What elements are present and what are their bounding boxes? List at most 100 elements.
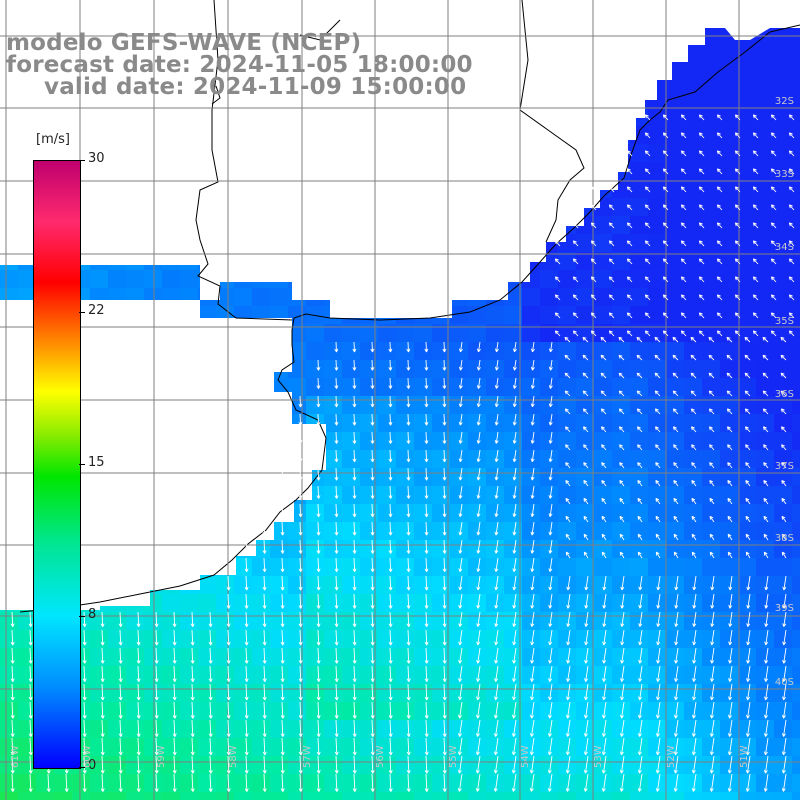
wind-arrow (691, 533, 697, 541)
speed-cell (558, 378, 576, 396)
wind-arrow (788, 204, 795, 211)
wind-arrow (656, 647, 661, 664)
wind-arrow (316, 575, 321, 591)
speed-cell (594, 648, 612, 666)
wind-arrow (788, 114, 795, 121)
wind-arrow (530, 431, 535, 444)
speed-cell (396, 324, 414, 342)
speed-cell (666, 252, 684, 270)
speed-cell (54, 774, 72, 792)
speed-cell (468, 774, 486, 792)
wind-arrow (654, 372, 661, 379)
wind-arrow (512, 647, 517, 664)
wind-arrow (136, 737, 141, 756)
speed-cell (144, 270, 162, 288)
speed-cell (0, 774, 18, 792)
speed-cell (630, 792, 648, 800)
speed-cell (720, 126, 738, 144)
speed-cell (756, 270, 774, 288)
wind-arrow (476, 359, 481, 371)
wind-arrow (10, 701, 15, 719)
wind-arrow (298, 611, 303, 628)
wind-arrow (172, 755, 177, 774)
speed-cell (648, 144, 666, 162)
land-area (0, 0, 715, 318)
wind-arrow (154, 647, 159, 664)
speed-cell (216, 648, 234, 666)
wind-arrow (352, 647, 357, 664)
wind-arrow (298, 521, 303, 536)
speed-cell (324, 720, 342, 738)
speed-cell (414, 702, 432, 720)
wind-arrow (442, 359, 447, 371)
speed-cell (360, 792, 378, 800)
wind-arrow (316, 665, 321, 683)
wind-arrow (476, 575, 481, 591)
speed-cell (234, 774, 252, 792)
wind-arrow (458, 377, 463, 389)
wind-arrow (334, 755, 339, 774)
speed-cell (126, 720, 144, 738)
speed-cell (720, 720, 738, 738)
wind-arrow (734, 132, 741, 139)
wind-arrow (208, 719, 213, 737)
wind-arrow (494, 557, 499, 572)
wind-arrow (424, 449, 429, 463)
speed-cell (630, 666, 648, 684)
wind-arrow (744, 390, 751, 397)
wind-arrow (244, 629, 249, 646)
speed-cell (126, 270, 144, 288)
wind-arrow (530, 557, 535, 572)
wind-arrow (690, 336, 697, 343)
wind-arrow (334, 557, 339, 573)
wind-arrow (547, 719, 553, 737)
speed-cell (792, 720, 800, 738)
speed-cell (252, 774, 270, 792)
wind-arrow (626, 114, 633, 121)
speed-cell (720, 630, 738, 648)
speed-cell (216, 702, 234, 720)
wind-arrow (608, 258, 615, 265)
wind-arrow (262, 701, 267, 719)
wind-arrow (674, 647, 679, 664)
speed-cell (558, 630, 576, 648)
wind-arrow (583, 515, 589, 523)
wind-arrow (190, 773, 195, 792)
speed-cell (468, 360, 486, 378)
speed-cell (774, 288, 792, 306)
speed-cell (702, 432, 720, 450)
speed-cell (288, 774, 306, 792)
speed-cell (306, 558, 324, 576)
speed-cell (702, 108, 720, 126)
wind-arrow (262, 575, 267, 591)
speed-cell (612, 594, 630, 612)
speed-cell (648, 486, 666, 504)
wind-arrow (582, 426, 589, 433)
speed-cell (522, 720, 540, 738)
speed-cell (756, 450, 774, 468)
speed-cell (684, 738, 702, 756)
speed-cell (774, 738, 792, 756)
wind-arrow (118, 683, 123, 701)
wind-arrow (601, 515, 607, 523)
wind-arrow (388, 593, 393, 609)
wind-arrow (406, 521, 411, 536)
speed-cell (594, 666, 612, 684)
speed-cell (378, 594, 396, 612)
wind-arrow (442, 575, 447, 591)
speed-cell (702, 630, 720, 648)
speed-cell (216, 612, 234, 630)
wind-arrow (691, 497, 697, 505)
wind-arrow (262, 503, 267, 518)
wind-arrow (298, 701, 303, 719)
speed-cell (414, 558, 432, 576)
speed-cell (162, 270, 180, 288)
speed-cell (288, 630, 306, 648)
speed-cell (774, 756, 792, 774)
wind-arrow (590, 240, 597, 247)
speed-cell (504, 558, 522, 576)
wind-arrow (476, 647, 481, 664)
speed-cell (558, 288, 576, 306)
speed-cell (396, 558, 414, 576)
wind-arrow (262, 755, 267, 774)
